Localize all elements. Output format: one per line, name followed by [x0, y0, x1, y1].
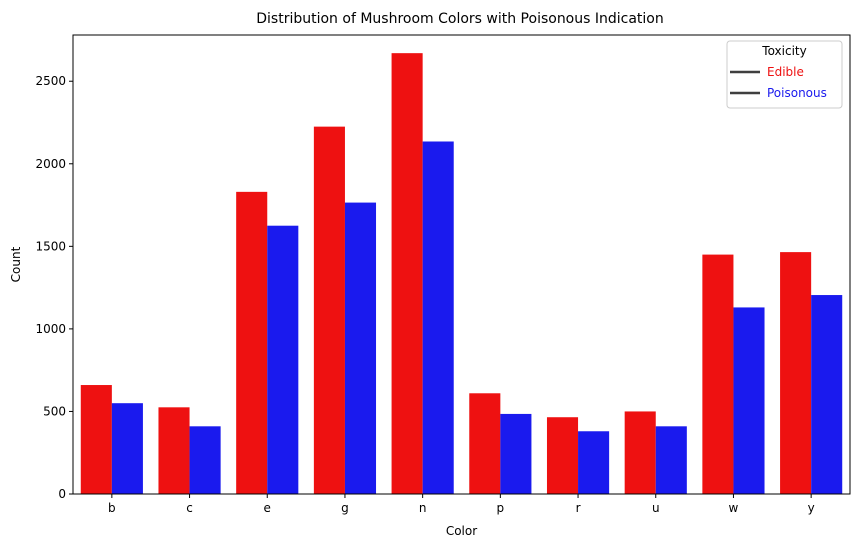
bar-edible-y	[780, 252, 812, 494]
y-tick-label: 0	[58, 487, 66, 501]
x-tick-label: b	[108, 501, 116, 515]
y-tick-label: 1000	[35, 322, 66, 336]
bar-edible-u	[624, 411, 656, 494]
legend-box	[726, 40, 843, 109]
bar-edible-c	[158, 407, 190, 494]
bar-edible-p	[469, 393, 501, 494]
x-tick-label: r	[576, 501, 581, 515]
bar-poisonous-g	[344, 202, 377, 494]
y-tick-label: 2500	[35, 74, 66, 88]
x-axis-label: Color	[446, 524, 477, 538]
bar-poisonous-e	[267, 225, 299, 494]
x-tick-label: g	[341, 501, 349, 515]
bar-poisonous-c	[189, 426, 221, 494]
y-tick-label: 500	[43, 404, 66, 418]
bar-poisonous-w	[733, 307, 765, 494]
legend-label-edible: Edible	[767, 65, 804, 79]
bar-edible-n	[391, 53, 423, 495]
y-tick-label: 2000	[35, 157, 66, 171]
x-tick-label: u	[652, 501, 660, 515]
y-axis-label: Count	[9, 246, 23, 282]
legend: Toxicity Edible Poisonous	[726, 40, 843, 109]
bar-edible-g	[313, 126, 345, 495]
chart-title: Distribution of Mushroom Colors with Poi…	[256, 11, 664, 27]
x-tick-label: n	[419, 501, 427, 515]
x-tick-label: e	[264, 501, 271, 515]
plot-frame	[72, 34, 851, 495]
y-axis-ticks: 0 500 1000 1500 2000 2500	[35, 74, 73, 501]
bar-poisonous-b	[111, 403, 143, 494]
bar-poisonous-n	[422, 141, 454, 494]
x-tick-label: c	[186, 501, 193, 515]
bar-edible-e	[236, 191, 268, 494]
legend-title: Toxicity	[761, 44, 806, 58]
legend-label-poisonous: Poisonous	[767, 86, 827, 100]
x-tick-label: y	[808, 501, 815, 515]
bar-poisonous-p	[500, 413, 532, 494]
y-tick-label: 1500	[35, 239, 66, 253]
bar-edible-r	[546, 417, 579, 494]
legend-items: Edible Poisonous	[730, 65, 827, 100]
bar-poisonous-y	[811, 295, 843, 494]
bar-edible-w	[702, 254, 734, 494]
bar-edible-b	[80, 385, 112, 494]
bar-poisonous-u	[655, 426, 687, 494]
x-tick-label: p	[497, 501, 505, 515]
bars-group	[80, 53, 843, 495]
bar-poisonous-r	[578, 431, 610, 494]
x-tick-label: w	[729, 501, 739, 515]
